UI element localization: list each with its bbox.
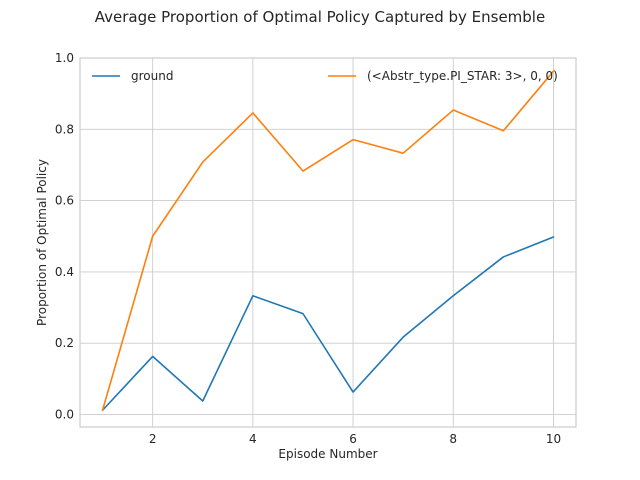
- legend-item: (<Abstr_type.PI_STAR: 3>, 0, 0): [328, 69, 558, 83]
- legend-label: ground: [131, 69, 173, 83]
- legend-item: ground: [92, 69, 173, 83]
- x-tick-label: 8: [449, 432, 457, 446]
- y-tick-label: 0.8: [55, 122, 74, 136]
- series-line-1: [101, 236, 555, 412]
- y-tick-label: 0.4: [55, 265, 74, 279]
- x-tick-label: 4: [249, 432, 257, 446]
- y-tick-label: 0.6: [55, 194, 74, 208]
- series-layer: [101, 70, 555, 412]
- y-axis-label: Proportion of Optimal Policy: [35, 159, 49, 326]
- legend: ground (<Abstr_type.PI_STAR: 3>, 0, 0): [92, 69, 558, 83]
- series-line-2: [101, 70, 555, 412]
- plot-frame: [79, 57, 577, 428]
- x-tick-label: 2: [149, 432, 157, 446]
- x-tick-label: 6: [349, 432, 357, 446]
- y-tick-label: 0.0: [55, 408, 74, 422]
- series-1: [101, 236, 555, 412]
- chart-title: Average Proportion of Optimal Policy Cap…: [95, 8, 545, 26]
- y-tick-label: 0.2: [55, 336, 74, 350]
- tick-labels: 2 4 6 8 10 0.0 0.2 0.4 0.6 0.8 1.0: [55, 51, 561, 446]
- series-2: [101, 70, 555, 412]
- legend-label: (<Abstr_type.PI_STAR: 3>, 0, 0): [367, 69, 558, 83]
- grid-lines: [80, 57, 576, 427]
- x-axis-label: Episode Number: [278, 447, 377, 461]
- x-tick-label: 10: [546, 432, 561, 446]
- y-tick-label: 1.0: [55, 51, 74, 65]
